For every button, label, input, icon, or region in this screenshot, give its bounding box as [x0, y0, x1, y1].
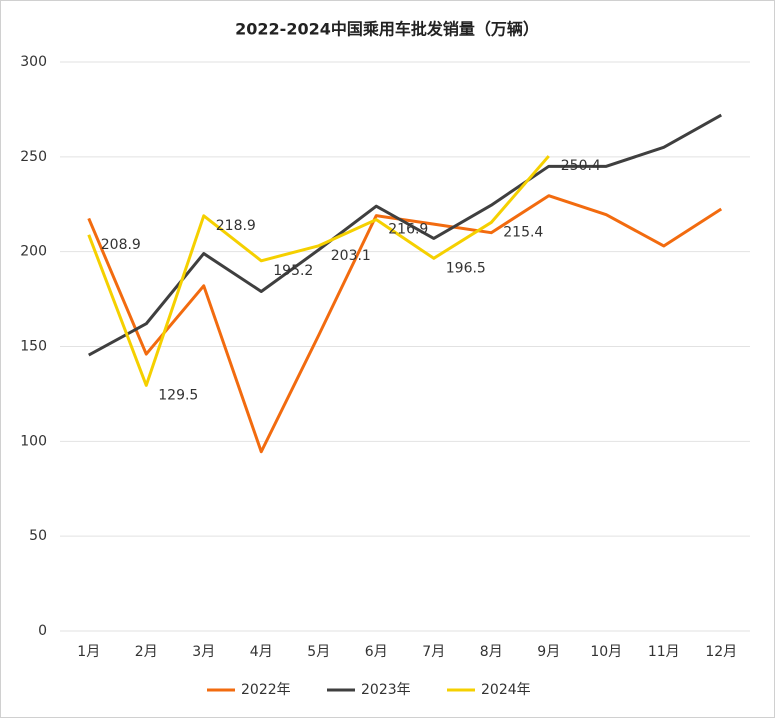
x-tick-label: 8月	[480, 644, 503, 660]
data-label: 129.5	[158, 387, 198, 403]
y-tick-label: 0	[38, 623, 47, 639]
data-label: 250.4	[561, 158, 601, 174]
y-tick-label: 300	[20, 54, 47, 70]
x-tick-label: 7月	[422, 644, 445, 660]
data-label: 203.1	[331, 248, 371, 264]
x-tick-label: 12月	[705, 644, 737, 660]
data-label: 195.2	[273, 263, 313, 279]
data-label: 196.5	[446, 260, 486, 276]
y-tick-label: 100	[20, 433, 47, 449]
chart-title: 2022-2024中国乘用车批发销量（万辆）	[235, 20, 539, 39]
x-tick-label: 6月	[365, 644, 388, 660]
line-series	[88, 113, 722, 357]
line-series	[87, 194, 723, 454]
x-tick-label: 4月	[250, 644, 273, 660]
x-tick-label: 10月	[590, 644, 622, 660]
data-label: 218.9	[216, 218, 256, 234]
data-label: 215.4	[503, 224, 543, 240]
x-tick-label: 11月	[648, 644, 680, 660]
x-tick-label: 5月	[307, 644, 330, 660]
x-tick-label: 2月	[135, 644, 158, 660]
legend-label: 2023年	[361, 682, 411, 698]
data-label: 208.9	[101, 237, 141, 253]
x-tick-label: 1月	[77, 644, 100, 660]
x-tick-label: 3月	[192, 644, 215, 660]
y-tick-label: 150	[20, 339, 47, 355]
x-tick-label: 9月	[537, 644, 560, 660]
legend-label: 2022年	[241, 682, 291, 698]
data-label: 216.9	[388, 222, 428, 238]
line-series	[87, 155, 550, 387]
y-tick-label: 50	[29, 528, 47, 544]
y-tick-label: 250	[20, 149, 47, 165]
legend-label: 2024年	[481, 682, 531, 698]
y-tick-label: 200	[20, 244, 47, 260]
